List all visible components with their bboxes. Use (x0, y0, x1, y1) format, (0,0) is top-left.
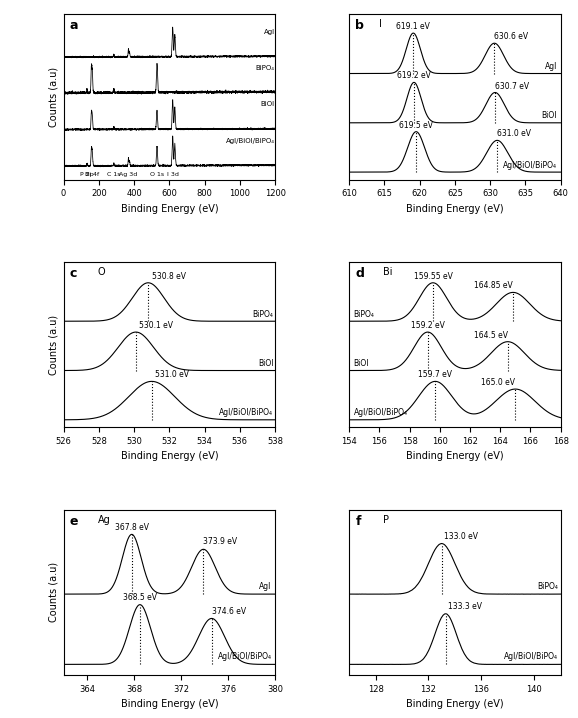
Text: 159.7 eV: 159.7 eV (418, 370, 452, 379)
Text: I: I (379, 19, 381, 29)
Y-axis label: Counts (a.u): Counts (a.u) (48, 67, 58, 127)
Text: 630.7 eV: 630.7 eV (495, 82, 529, 90)
Text: 133.3 eV: 133.3 eV (449, 602, 482, 611)
Text: e: e (70, 515, 79, 528)
Text: AgI: AgI (264, 29, 275, 34)
Text: 159.55 eV: 159.55 eV (413, 272, 453, 281)
Text: Bi 4f: Bi 4f (85, 172, 99, 177)
Text: AgI/BiOI/BiPO₄: AgI/BiOI/BiPO₄ (217, 652, 272, 661)
Y-axis label: Counts (a.u): Counts (a.u) (48, 562, 58, 623)
Text: 374.6 eV: 374.6 eV (212, 607, 246, 615)
Text: AgI/BiOI/BiPO₄: AgI/BiOI/BiPO₄ (354, 409, 407, 417)
Text: 373.9 eV: 373.9 eV (203, 538, 238, 546)
Text: BiOI: BiOI (542, 111, 557, 121)
Y-axis label: Counts (a.u): Counts (a.u) (48, 314, 58, 375)
Text: 630.6 eV: 630.6 eV (494, 32, 528, 41)
Text: BiPO₄: BiPO₄ (537, 582, 558, 591)
Text: 165.0 eV: 165.0 eV (481, 378, 516, 387)
X-axis label: Binding Energy (eV): Binding Energy (eV) (121, 204, 218, 214)
Text: AgI/BiOI/BiPO₄: AgI/BiOI/BiPO₄ (226, 138, 275, 144)
X-axis label: Binding Energy (eV): Binding Energy (eV) (121, 699, 218, 709)
Text: O: O (98, 267, 105, 277)
Text: AgI/BiOI/BiPO₄: AgI/BiOI/BiPO₄ (503, 161, 557, 169)
Text: 368.5 eV: 368.5 eV (123, 593, 157, 602)
Text: 619.5 eV: 619.5 eV (399, 121, 433, 130)
Text: C 1s: C 1s (107, 172, 121, 177)
Text: f: f (355, 515, 361, 528)
Text: d: d (355, 267, 364, 280)
Text: c: c (70, 267, 77, 280)
Text: 164.85 eV: 164.85 eV (475, 281, 513, 290)
Text: 619.1 eV: 619.1 eV (397, 22, 430, 31)
Text: BiPO₄: BiPO₄ (255, 65, 275, 71)
Text: AgI: AgI (259, 582, 272, 591)
Text: 159.2 eV: 159.2 eV (411, 321, 444, 330)
X-axis label: Binding Energy (eV): Binding Energy (eV) (406, 452, 503, 462)
Text: BiOI: BiOI (258, 359, 273, 368)
Text: 531.0 eV: 531.0 eV (155, 370, 189, 379)
Text: AgI: AgI (544, 62, 557, 71)
Text: b: b (355, 19, 364, 32)
X-axis label: Binding Energy (eV): Binding Energy (eV) (406, 204, 503, 214)
Text: O 1s: O 1s (150, 172, 164, 177)
X-axis label: Binding Energy (eV): Binding Energy (eV) (121, 452, 218, 462)
Text: 631.0 eV: 631.0 eV (497, 129, 531, 139)
Text: BiPO₄: BiPO₄ (253, 309, 273, 319)
Text: Bi: Bi (383, 267, 392, 277)
Text: BiOI: BiOI (354, 359, 369, 368)
Text: a: a (70, 19, 79, 32)
Text: I 3d: I 3d (167, 172, 179, 177)
Text: P: P (383, 515, 389, 525)
Text: BiPO₄: BiPO₄ (354, 309, 375, 319)
Text: 133.0 eV: 133.0 eV (444, 532, 479, 541)
Text: AgI/BiOI/BiPO₄: AgI/BiOI/BiPO₄ (504, 652, 558, 661)
X-axis label: Binding Energy (eV): Binding Energy (eV) (406, 699, 503, 709)
Text: 530.1 eV: 530.1 eV (139, 321, 173, 330)
Text: 530.8 eV: 530.8 eV (151, 272, 186, 281)
Text: Ag: Ag (98, 515, 110, 525)
Text: Ag 3d: Ag 3d (119, 172, 138, 177)
Text: 619.2 eV: 619.2 eV (397, 71, 431, 80)
Text: P 2p: P 2p (80, 172, 93, 177)
Text: 367.8 eV: 367.8 eV (115, 523, 149, 531)
Text: AgI/BiOI/BiPO₄: AgI/BiOI/BiPO₄ (219, 409, 273, 417)
Text: BiOI: BiOI (261, 101, 275, 108)
Text: 164.5 eV: 164.5 eV (474, 331, 508, 340)
